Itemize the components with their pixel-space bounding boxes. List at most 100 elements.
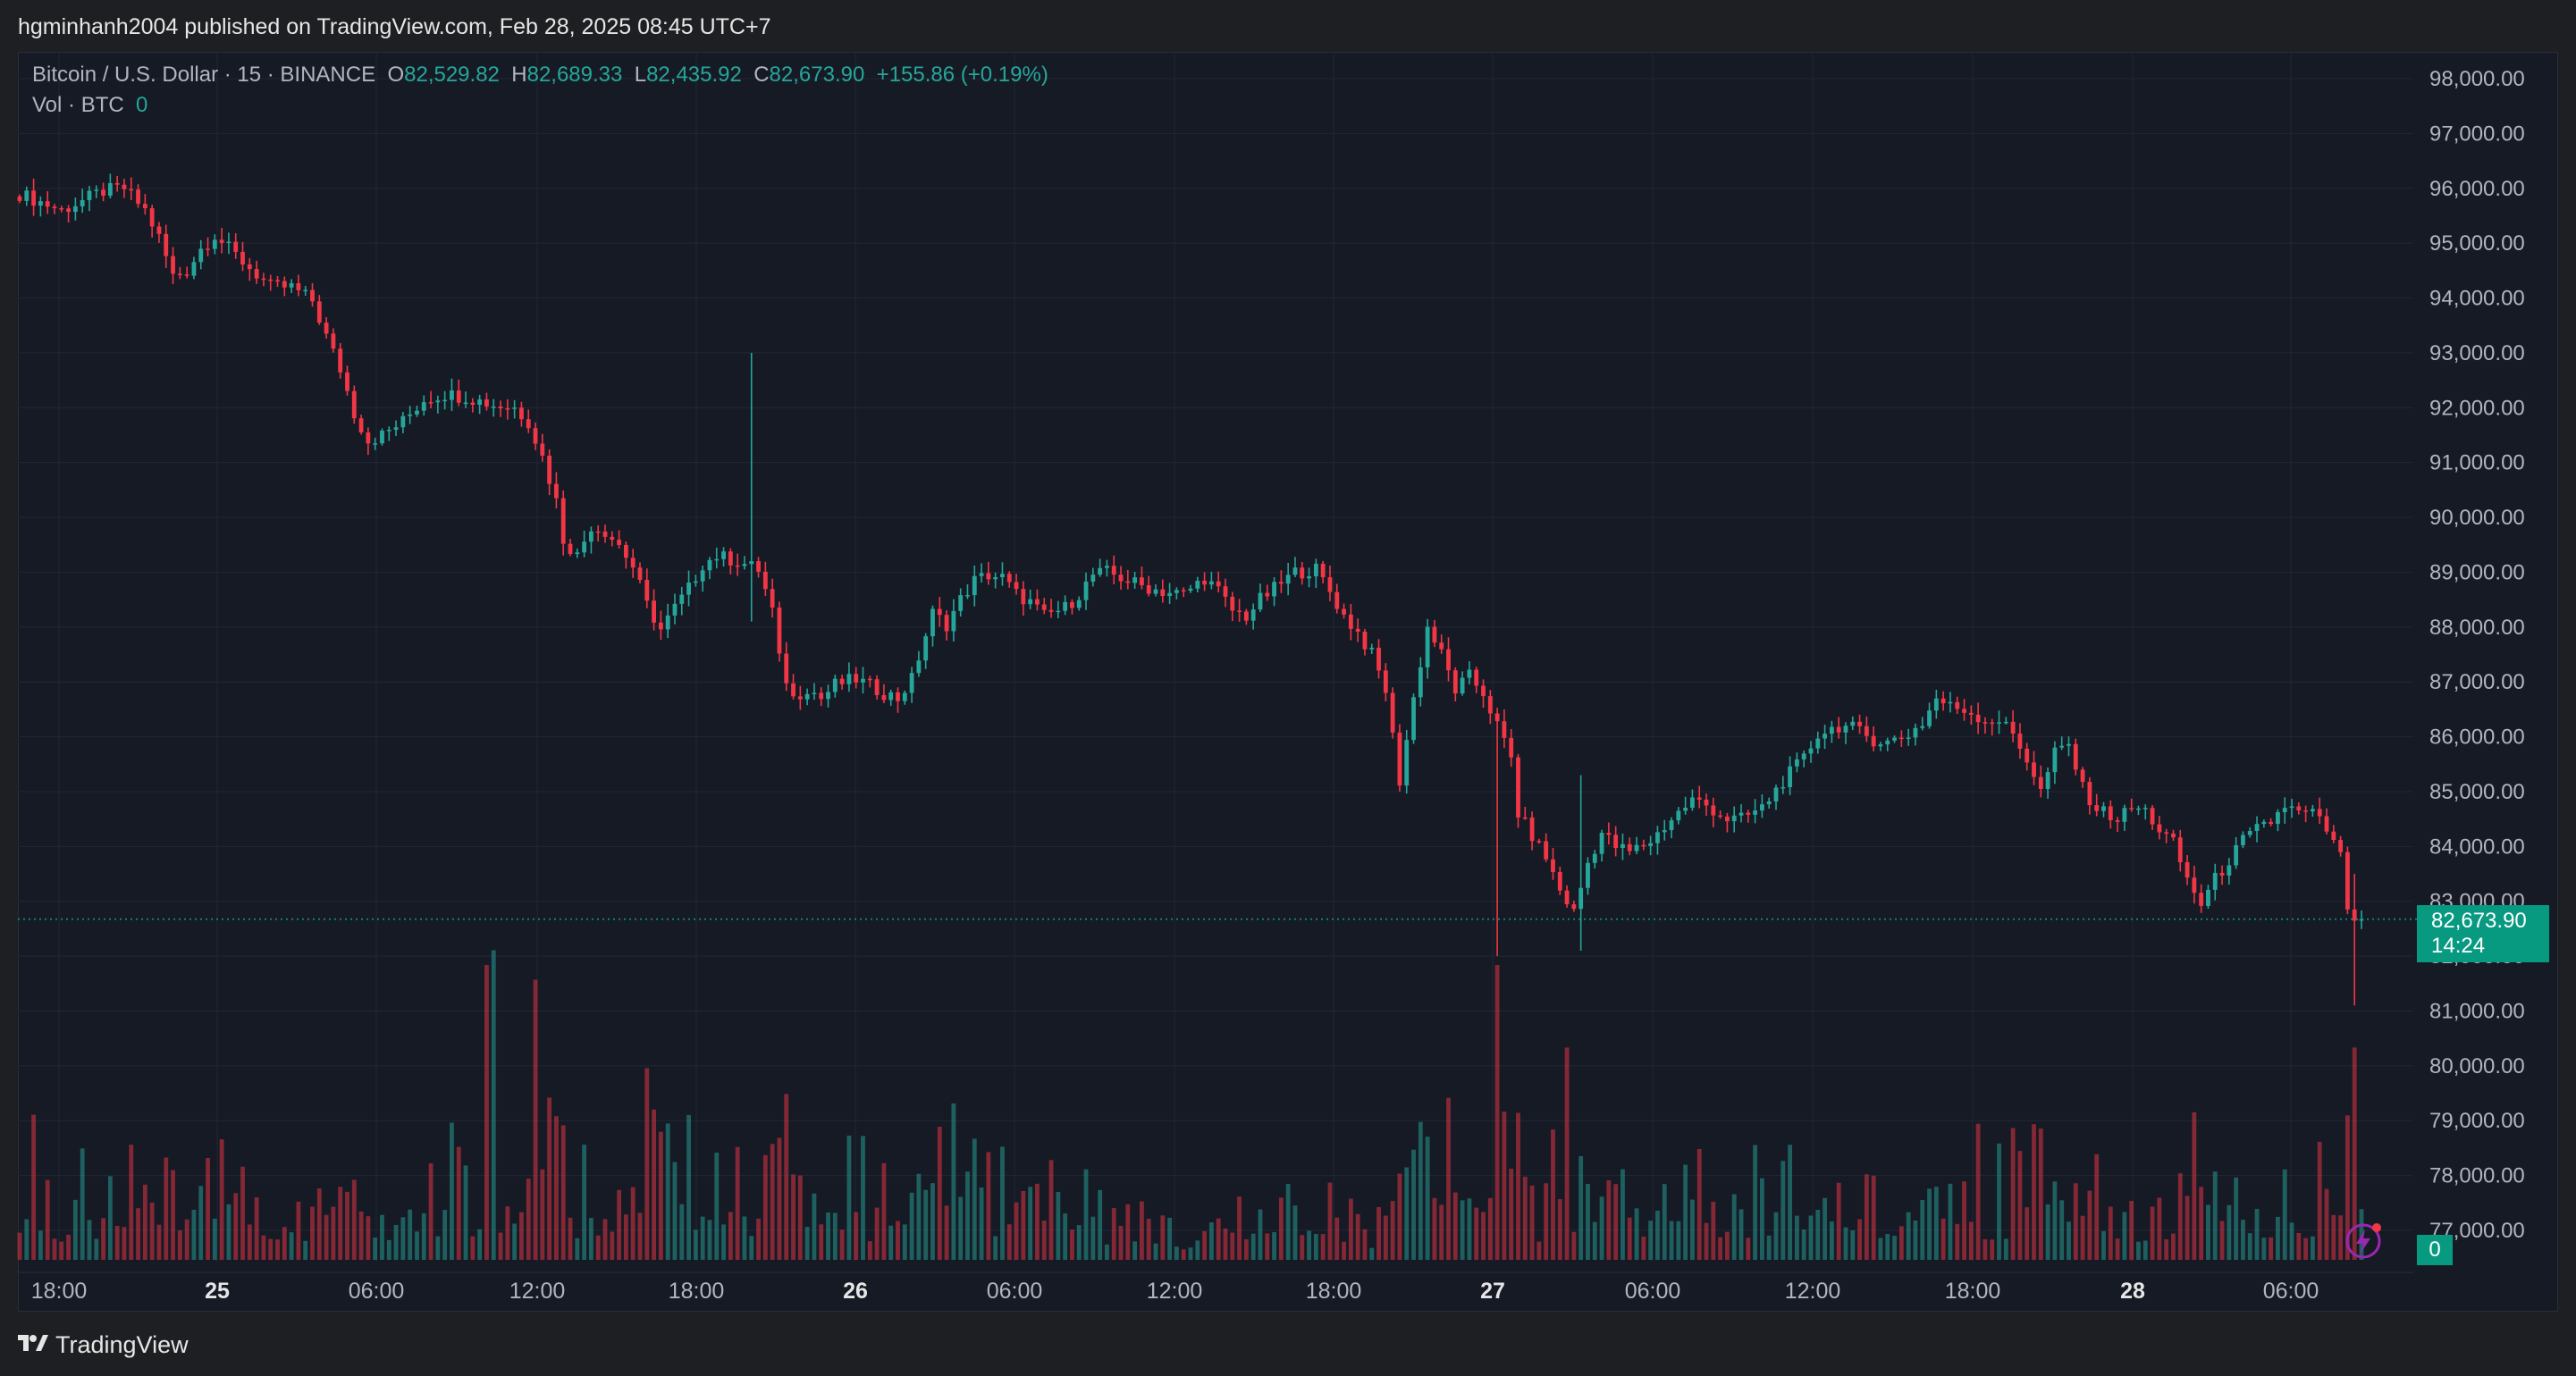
volume-label[interactable]: Vol · BTC: [32, 93, 124, 117]
x-tick-label: 18:00: [669, 1279, 725, 1304]
candle-body: [1265, 592, 1270, 597]
candle-body: [1578, 887, 1584, 910]
volume-bar: [2324, 1188, 2329, 1260]
candle-body: [1502, 721, 1507, 738]
volume-bar: [826, 1212, 830, 1260]
volume-bar: [819, 1224, 824, 1260]
volume-bar: [393, 1224, 399, 1260]
candle-body: [944, 615, 949, 632]
volume-bar: [1648, 1221, 1654, 1260]
candle-body: [762, 571, 768, 590]
volume-bar: [2177, 1173, 2183, 1260]
volume-bar: [707, 1220, 712, 1260]
candle-body: [1174, 590, 1179, 593]
volume-bar: [1098, 1189, 1103, 1260]
candle-body: [386, 430, 391, 432]
volume-bar: [547, 1097, 552, 1260]
candle-body: [177, 273, 182, 275]
close-label: C: [753, 63, 770, 87]
volume-bar: [1662, 1184, 1667, 1260]
volume-bar: [442, 1210, 448, 1260]
volume-bar: [1111, 1208, 1116, 1260]
candle-body: [1690, 797, 1695, 808]
candle-body: [1041, 604, 1047, 610]
volume-bar: [1188, 1247, 1193, 1260]
candle-body: [1098, 567, 1103, 575]
candle-body: [2087, 782, 2092, 806]
candle-body: [2122, 808, 2127, 822]
volume-bar: [742, 1216, 747, 1260]
candle-body: [2067, 743, 2071, 746]
volume-bar: [24, 1219, 29, 1260]
candle-body: [226, 241, 232, 244]
candle-body: [1383, 670, 1388, 693]
candle-body: [1586, 862, 1590, 888]
volume-bar: [1536, 1241, 1542, 1260]
volume-bar: [107, 1176, 113, 1260]
y-tick-label: 89,000.00: [2429, 560, 2525, 584]
volume-bar: [861, 1136, 865, 1260]
candle-body: [428, 402, 434, 404]
volume-bar: [839, 1229, 845, 1260]
volume-bar: [1048, 1160, 1054, 1260]
candle-body: [1621, 843, 1625, 848]
candle-body: [72, 206, 78, 213]
candle-body: [107, 182, 113, 196]
candle-body: [212, 239, 217, 249]
candle-body: [122, 184, 127, 189]
candle-body: [415, 410, 419, 415]
candle-body: [345, 372, 349, 391]
volume-bar: [1216, 1218, 1221, 1260]
candle-body: [2150, 808, 2155, 825]
volume-bar: [951, 1103, 956, 1260]
candle-body: [2136, 808, 2141, 810]
volume-bar: [1794, 1215, 1799, 1260]
candle-body: [637, 567, 643, 580]
candle-body: [373, 443, 378, 445]
volume-bar: [282, 1227, 287, 1260]
candle-body: [993, 576, 998, 580]
candle-body: [87, 190, 92, 200]
candle-body: [1627, 843, 1632, 852]
candle-body: [450, 390, 454, 400]
volume-bar: [1467, 1198, 1472, 1260]
candle-body: [791, 683, 796, 697]
candle-body: [826, 692, 830, 700]
candle-body: [749, 561, 754, 565]
candle-body: [296, 282, 301, 290]
volume-bar: [1362, 1229, 1368, 1260]
candle-body: [610, 536, 615, 541]
volume-bar: [1829, 1221, 1834, 1260]
lightning-alert-icon[interactable]: [2345, 1223, 2381, 1259]
volume-bar: [1230, 1232, 1235, 1260]
candle-body: [2010, 721, 2016, 734]
volume-bar: [797, 1175, 803, 1260]
candle-body: [1557, 872, 1562, 891]
volume-bar: [2310, 1236, 2315, 1260]
candle-body: [1843, 726, 1848, 733]
volume-bar: [268, 1238, 274, 1260]
candle-body: [17, 196, 22, 201]
candle-body: [540, 443, 545, 457]
volume-bar: [1237, 1196, 1242, 1260]
tradingview-brand[interactable]: TradingView: [18, 1331, 189, 1359]
candle-body: [846, 674, 852, 684]
volume-bar: [1655, 1211, 1660, 1260]
candle-body: [679, 594, 685, 604]
candle-body: [595, 531, 601, 533]
candle-body: [1342, 608, 1346, 615]
candle-body: [380, 430, 384, 444]
y-tick-label: 84,000.00: [2429, 835, 2525, 859]
volume-bar: [610, 1231, 615, 1260]
volume-bar: [519, 1212, 524, 1260]
candle-body: [1927, 710, 1932, 726]
y-tick-label: 88,000.00: [2429, 616, 2525, 640]
volume-bar: [1586, 1184, 1590, 1260]
volume-bar: [888, 1225, 894, 1260]
candle-body: [1272, 582, 1276, 597]
symbol-title[interactable]: Bitcoin / U.S. Dollar · 15 · BINANCE: [32, 63, 376, 87]
volume-bar: [804, 1227, 810, 1260]
volume-bar: [1265, 1233, 1270, 1260]
volume-bar: [1892, 1236, 1897, 1260]
